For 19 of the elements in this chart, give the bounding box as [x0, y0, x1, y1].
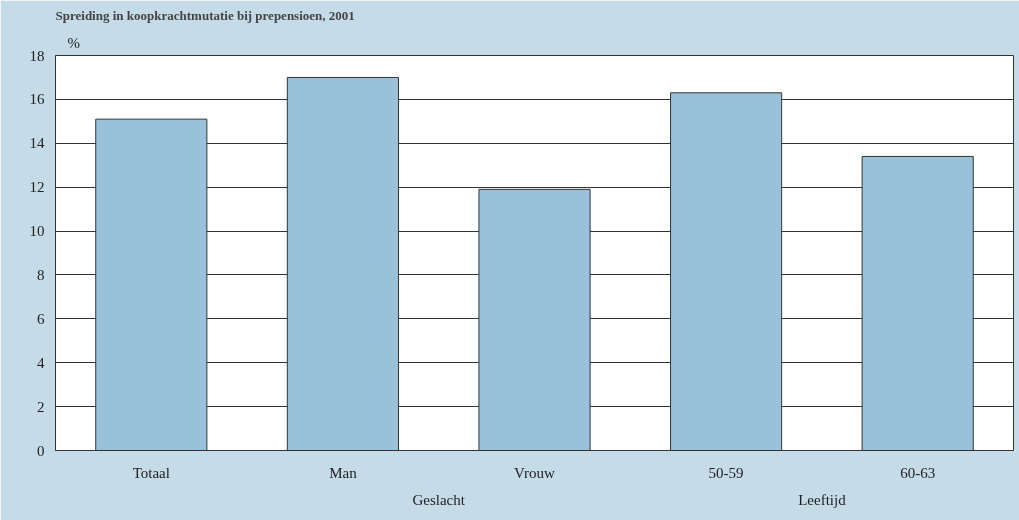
x-tick-label: Vrouw	[514, 464, 556, 481]
y-tick-label: 16	[29, 91, 45, 108]
x-tick-label: Totaal	[132, 464, 170, 481]
y-tick-label: 2	[37, 398, 45, 415]
text: Leeftijd	[798, 491, 847, 508]
y-tick-label: 6	[37, 310, 45, 327]
x-tick-label: 50-59	[708, 464, 744, 481]
text: Geslacht	[412, 491, 466, 508]
y-tick-label: 18	[29, 47, 45, 64]
y-tick-label: 8	[37, 266, 45, 283]
y-tick-label: 14	[29, 135, 45, 152]
y-axis-title: %	[67, 34, 80, 51]
x-tick-label: Man	[329, 464, 358, 481]
y-tick-label: 10	[29, 223, 45, 240]
chart-title: Spreiding in koopkrachtmutatie bij prepensioen, 2001	[55, 7, 355, 23]
y-tick-label: 4	[37, 354, 45, 371]
y-tick-label: 12	[29, 179, 45, 196]
x-tick-label: 60-63	[900, 464, 936, 481]
y-tick-label: 0	[37, 442, 45, 459]
